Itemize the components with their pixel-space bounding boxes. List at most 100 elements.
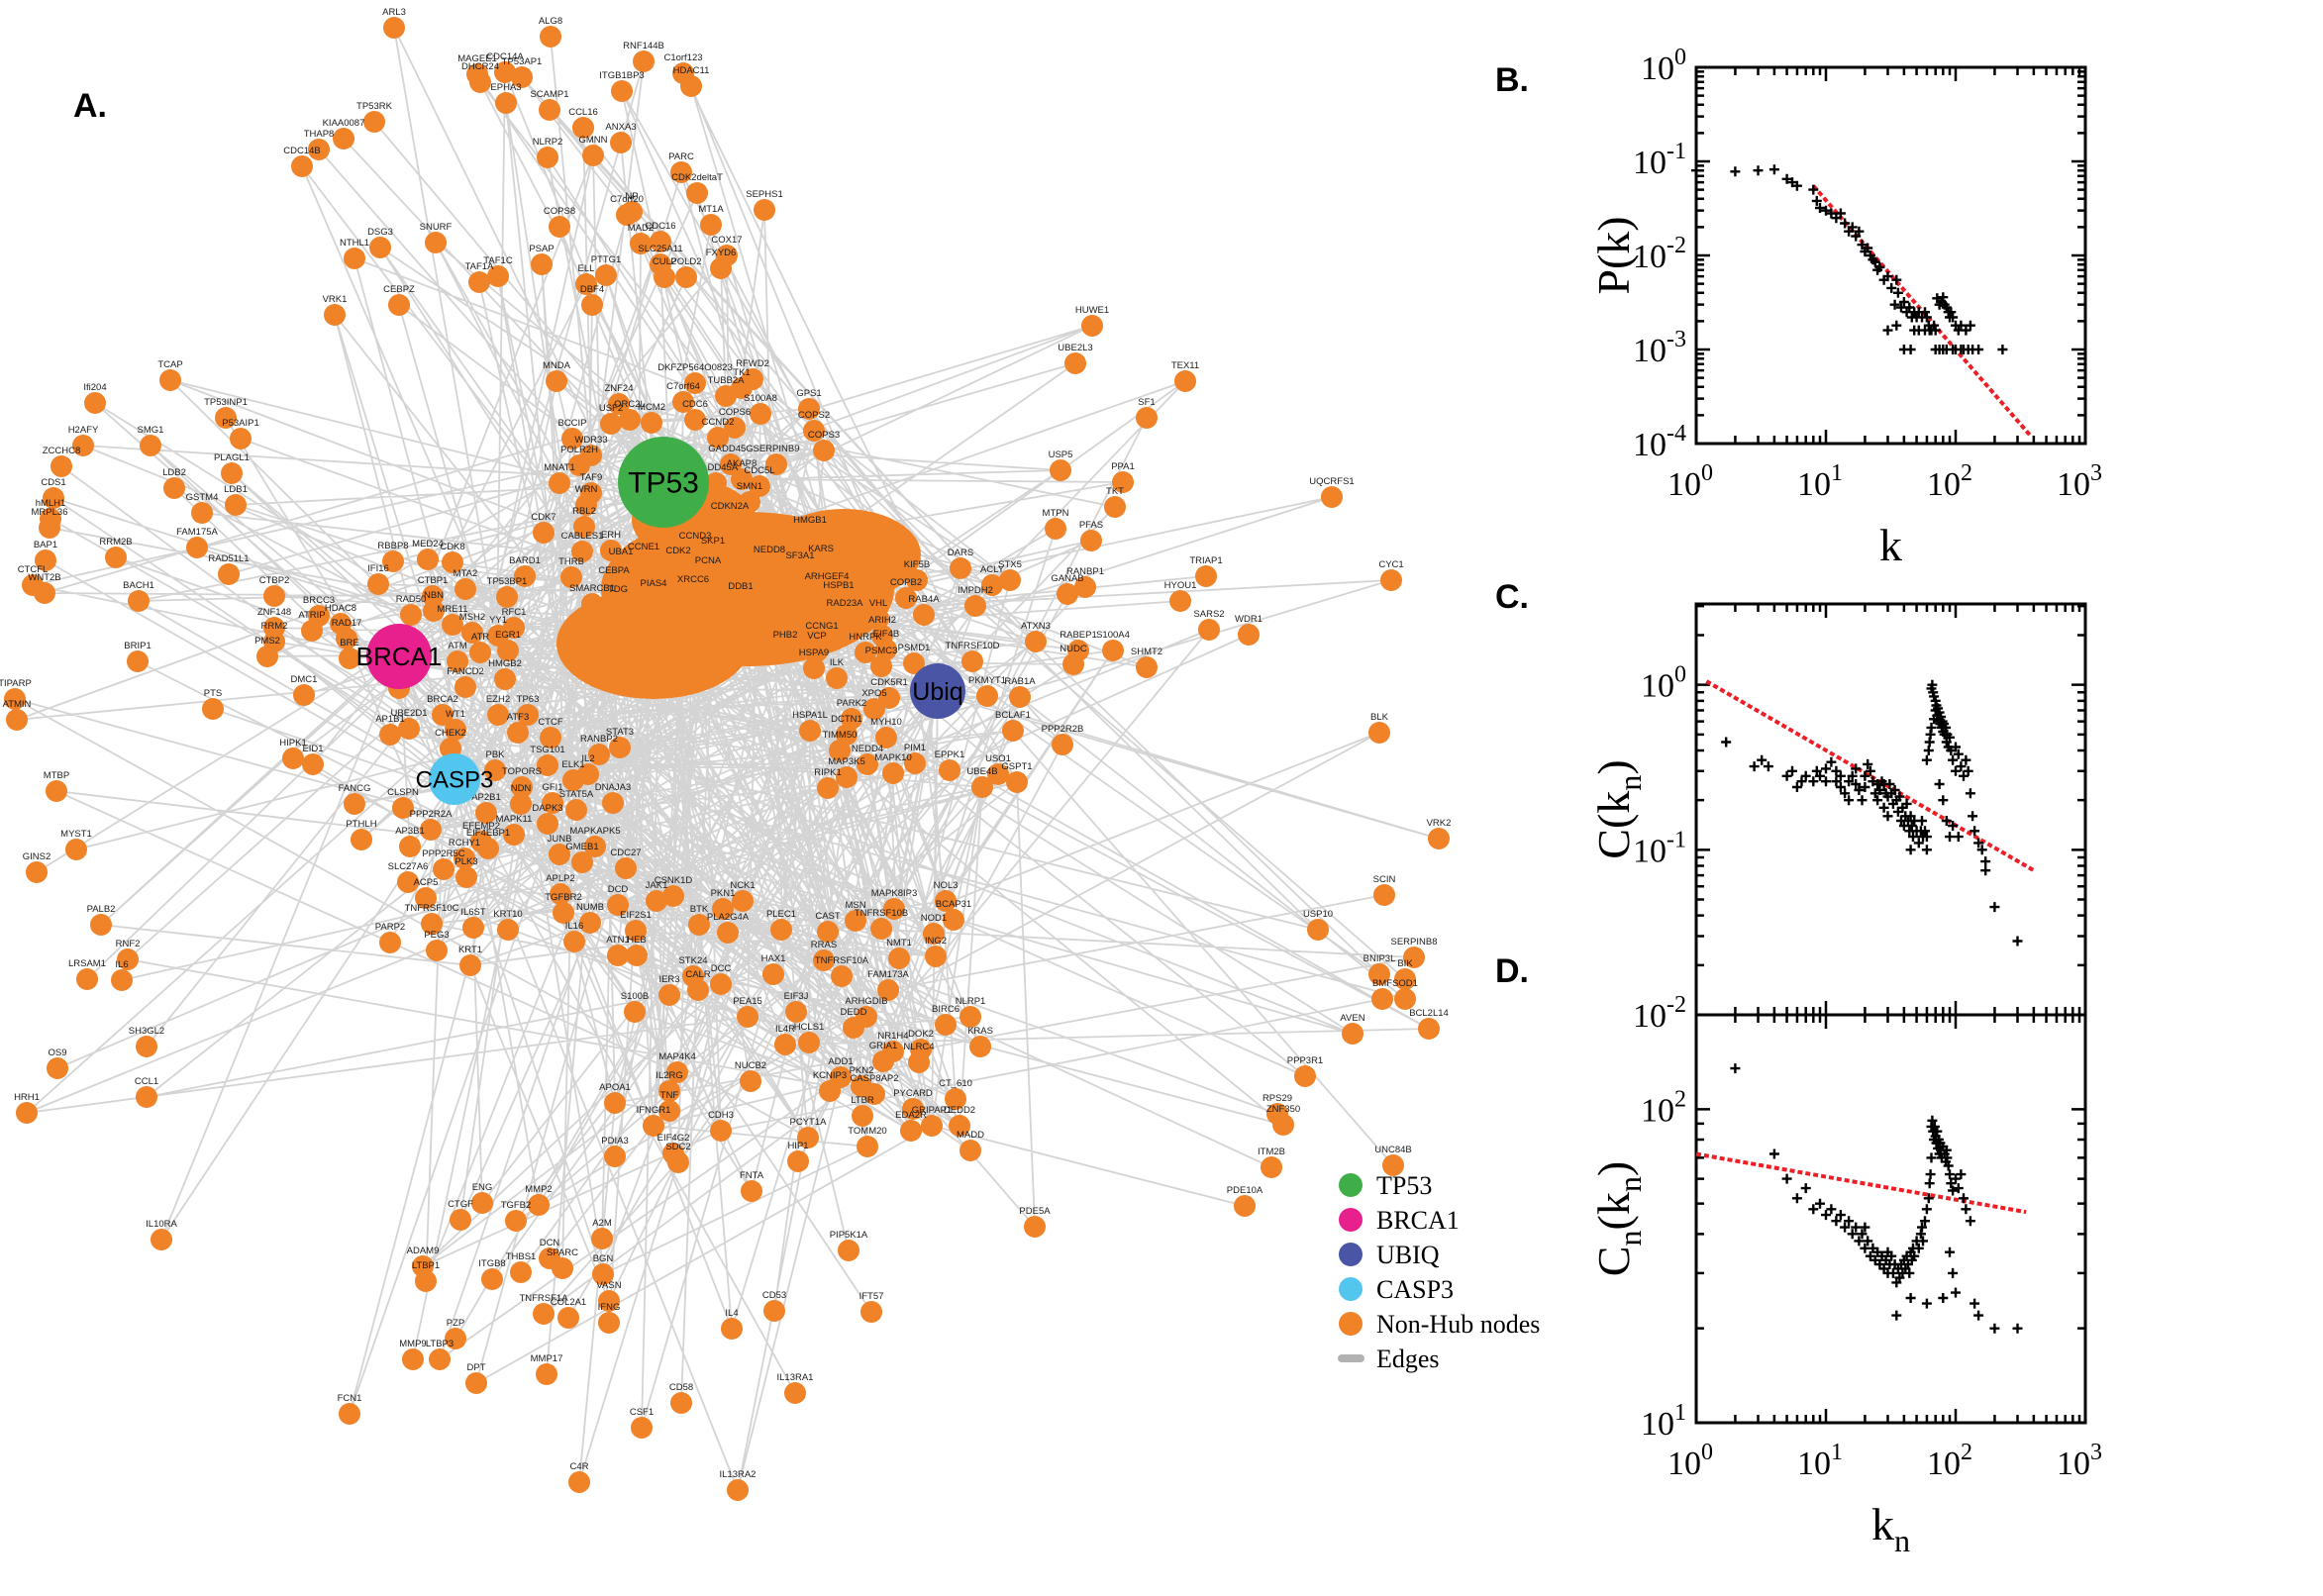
network-node	[455, 866, 477, 888]
network-node-label: PIM1	[904, 743, 926, 753]
network-node	[630, 233, 652, 254]
network-node	[836, 766, 858, 788]
network-node-label: SNURF	[420, 222, 453, 233]
network-node	[798, 1032, 820, 1053]
network-node	[481, 1268, 503, 1290]
network-node	[339, 1403, 360, 1425]
network-node-label: SOD1	[1392, 978, 1418, 989]
axis-tick-label: 101	[1797, 460, 1843, 503]
network-node-label: ELL	[578, 263, 595, 274]
network-node-label: XRCC6	[677, 574, 709, 585]
network-node-label: NMT1	[886, 938, 912, 948]
network-node-label: CYC1	[1378, 559, 1403, 570]
network-node	[1394, 988, 1416, 1010]
network-node-label: DCD	[608, 884, 629, 895]
network-node	[604, 1146, 626, 1167]
network-node	[553, 902, 574, 924]
network-node-label: EPHA3	[490, 82, 521, 93]
network-node-label: ALG8	[539, 16, 562, 27]
network-node	[731, 468, 753, 490]
network-node-label: WRN	[575, 484, 598, 495]
network-node	[402, 1348, 424, 1370]
hub-node-ubiq	[910, 663, 965, 719]
network-node-label: FAM175A	[176, 527, 218, 538]
network-node	[935, 1014, 957, 1036]
network-node-label: TRIAP1	[1189, 555, 1222, 566]
network-node	[510, 793, 532, 815]
network-node	[789, 560, 811, 582]
network-node-label: PTS	[204, 688, 222, 699]
network-node	[939, 759, 960, 781]
network-node-label: CEBPA	[598, 565, 630, 576]
network-node	[487, 704, 509, 726]
network-node-label: PEA15	[733, 996, 762, 1007]
network-node	[560, 566, 582, 588]
network-node-label: CCND2	[702, 417, 735, 428]
network-node-label: AVEN	[1340, 1013, 1364, 1024]
network-node	[339, 648, 360, 669]
axis-tick-label: 103	[2057, 460, 2102, 503]
axis-tick-label: 10-2	[1633, 992, 1686, 1035]
network-node-label: HRH1	[14, 1092, 40, 1103]
network-node	[565, 799, 587, 821]
network-node-label: EIF3J	[784, 991, 809, 1002]
network-node	[774, 640, 796, 661]
network-node	[533, 522, 555, 544]
network-node	[598, 1312, 620, 1334]
network-node-label: NR1H4	[877, 1031, 908, 1042]
network-node-label: SERPINB8	[1391, 937, 1438, 948]
network-node-label: HUWE1	[1075, 305, 1109, 316]
hub-node-tp53	[618, 437, 709, 528]
network-node-label: RIPK1	[814, 767, 841, 778]
network-node	[105, 547, 127, 568]
network-node-label: ARIH2	[868, 615, 896, 626]
network-node-label: TSG101	[530, 745, 564, 755]
network-node-label: PALB2	[87, 904, 116, 915]
network-node-label: CT_610	[939, 1078, 972, 1089]
network-node	[829, 740, 851, 761]
network-node-label: CDC6	[682, 399, 708, 410]
legend-label: CASP3	[1376, 1275, 1454, 1304]
network-node	[730, 591, 752, 613]
network-node-label: CCNG1	[805, 621, 838, 632]
network-node	[136, 1086, 157, 1108]
network-node	[546, 370, 567, 392]
network-node-label: PBK	[485, 749, 505, 760]
network-node	[682, 584, 704, 606]
network-node	[813, 949, 835, 971]
network-node-label: PDIA3	[601, 1136, 628, 1147]
network-node	[710, 257, 732, 279]
network-node-label: ERH	[601, 530, 621, 541]
network-node	[1102, 640, 1124, 661]
network-node	[511, 776, 533, 798]
network-node	[662, 885, 684, 907]
network-node-label: PKMYT1	[968, 675, 1006, 686]
network-node-label: ITGB8	[478, 1258, 505, 1269]
network-node	[581, 593, 603, 615]
network-node-label: DHCR24	[461, 61, 499, 72]
network-node-label: HDAC11	[673, 65, 710, 76]
network-node	[392, 797, 414, 819]
network-node-label: PHB2	[773, 630, 798, 641]
network-node	[658, 1100, 680, 1122]
network-node	[700, 214, 722, 236]
network-node	[658, 1080, 680, 1102]
network-node-label: DEDD	[841, 1007, 867, 1018]
network-node-label: CSNK1D	[655, 875, 693, 886]
network-node	[987, 763, 1009, 785]
network-node	[282, 748, 304, 769]
network-node	[852, 1105, 873, 1127]
network-node-label: CCL1	[135, 1076, 158, 1087]
network-node-label: UBE2L3	[1058, 343, 1092, 353]
network-node-label: EIF4B	[873, 629, 899, 640]
network-node-label: GSPT1	[1001, 761, 1032, 772]
legend-label: TP53	[1376, 1171, 1432, 1200]
network-node	[739, 491, 760, 513]
network-node	[633, 50, 655, 72]
network-node-label: TNF	[660, 1090, 679, 1101]
network-node-label: EDA2R	[895, 1110, 927, 1121]
network-node	[46, 780, 67, 802]
network-node-label: CDS1	[41, 477, 65, 488]
network-node-label: RAB1A	[1004, 676, 1036, 687]
network-node-label: CHEK2	[435, 728, 466, 739]
